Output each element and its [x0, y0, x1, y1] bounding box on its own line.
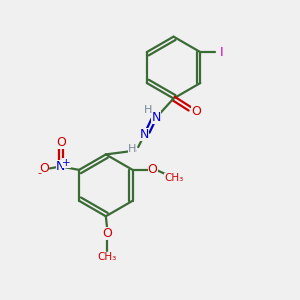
Text: I: I — [220, 46, 223, 59]
Text: CH₃: CH₃ — [98, 252, 117, 262]
Text: O: O — [191, 105, 201, 118]
Text: O: O — [102, 227, 112, 240]
Text: N: N — [152, 110, 161, 124]
Text: O: O — [39, 162, 49, 175]
Text: O: O — [56, 136, 66, 149]
Text: O: O — [148, 163, 158, 176]
Text: CH₃: CH₃ — [164, 172, 184, 182]
Text: -: - — [37, 168, 41, 178]
Text: H: H — [144, 105, 152, 115]
Text: N: N — [56, 160, 65, 173]
Text: +: + — [62, 158, 71, 167]
Text: N: N — [140, 128, 149, 141]
Text: H: H — [128, 144, 136, 154]
